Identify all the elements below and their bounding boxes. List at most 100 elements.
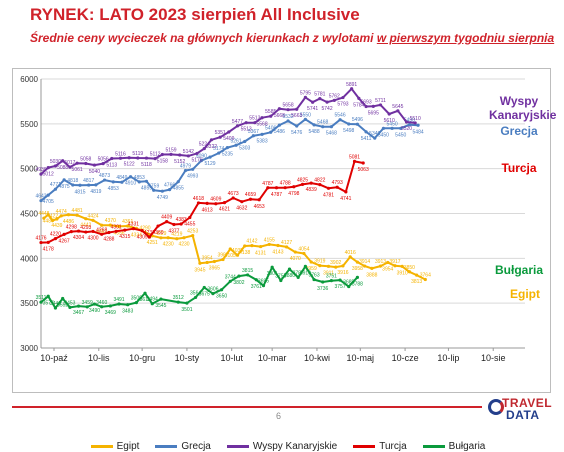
- y-tick-label: 3500: [20, 299, 38, 308]
- legend-label: Turcja: [379, 441, 407, 452]
- data-label: 5546: [335, 113, 346, 119]
- data-label: 4422: [47, 213, 58, 219]
- data-point: [219, 288, 224, 292]
- data-label: 4369: [96, 229, 107, 235]
- data-label: 5468: [317, 120, 328, 126]
- data-point: [400, 264, 404, 269]
- series-label: Grecja: [500, 124, 538, 138]
- x-tick-label: 10-kwi: [304, 353, 330, 363]
- page-subtitle: Średnie ceny wycieczek na głównych kieru…: [30, 31, 554, 45]
- data-label: 5693: [361, 100, 372, 106]
- data-point: [303, 95, 307, 99]
- data-label: 4304: [73, 235, 84, 241]
- data-label: 3917: [389, 259, 400, 265]
- y-tick-label: 4500: [20, 210, 38, 219]
- data-label: 5610: [384, 118, 395, 124]
- data-point: [227, 130, 231, 134]
- data-point: [108, 223, 112, 227]
- data-label: 5030: [50, 159, 61, 165]
- data-label: 5663: [291, 113, 302, 119]
- data-point: [53, 187, 58, 191]
- data-label: 5488: [309, 129, 320, 135]
- data-label: 4815: [74, 189, 85, 195]
- data-point: [195, 151, 199, 156]
- data-point: [276, 243, 280, 248]
- data-point: [259, 244, 263, 249]
- data-label: 3483: [122, 309, 133, 315]
- data-point: [156, 224, 160, 228]
- data-label: 3736: [317, 286, 328, 292]
- data-point: [253, 121, 257, 125]
- data-point: [53, 237, 58, 241]
- data-point: [101, 162, 105, 166]
- data-label: 3901: [267, 271, 278, 277]
- data-label: 5742: [322, 106, 333, 112]
- data-label: 4070: [290, 256, 301, 262]
- data-label: 5406: [265, 125, 276, 131]
- x-tick-label: 10-lis: [88, 353, 110, 363]
- data-label: 5063: [358, 167, 369, 173]
- data-point: [267, 242, 271, 247]
- data-label: 3453: [64, 300, 75, 306]
- data-label: 4230: [163, 242, 174, 248]
- data-point: [296, 275, 300, 280]
- data-label: 3459: [82, 300, 93, 306]
- data-label: 3675: [199, 291, 210, 297]
- data-label: 4613: [202, 207, 213, 213]
- data-point: [416, 123, 420, 127]
- data-point: [100, 232, 104, 236]
- data-point: [71, 183, 75, 187]
- data-label: 4875: [59, 184, 70, 190]
- data-point: [59, 214, 63, 218]
- data-label: 5585: [265, 109, 276, 115]
- data-label: 4268: [96, 227, 107, 233]
- data-label: 4609: [210, 197, 221, 203]
- data-point: [286, 119, 290, 123]
- data-point: [167, 188, 172, 192]
- data-point: [68, 165, 72, 169]
- legend-swatch: [155, 445, 178, 448]
- data-label: 5484: [413, 129, 424, 135]
- data-point: [387, 112, 391, 116]
- legend-item: Grecja: [155, 441, 211, 452]
- data-label: 5496: [352, 117, 363, 123]
- data-label: 5090: [196, 154, 207, 160]
- data-label: 3945: [194, 267, 205, 273]
- data-label: 4370: [105, 218, 116, 224]
- data-point: [211, 292, 215, 296]
- data-label: 4766: [164, 183, 175, 189]
- data-label: 4771: [50, 182, 61, 188]
- data-label: 3913: [375, 259, 386, 265]
- data-label: 5510: [410, 116, 421, 122]
- logo-text-travel: TRAVEL: [502, 396, 553, 410]
- data-point: [303, 117, 307, 121]
- data-point: [53, 306, 58, 310]
- data-label: 5695: [368, 110, 379, 116]
- data-point: [214, 202, 218, 206]
- data-label: 3802: [233, 280, 244, 286]
- data-point: [352, 159, 357, 164]
- data-label: 4442: [80, 223, 91, 229]
- data-label: 4849: [116, 175, 127, 181]
- y-tick-label: 5000: [20, 165, 38, 174]
- data-label: 4331: [128, 222, 139, 228]
- data-label: 4910: [125, 181, 136, 187]
- legend-label: Grecja: [181, 441, 211, 452]
- data-label: 5532: [282, 114, 293, 120]
- data-point: [66, 213, 71, 217]
- data-point: [381, 126, 386, 130]
- data-point: [364, 130, 368, 134]
- data-point: [212, 259, 216, 264]
- data-label: 3469: [105, 310, 116, 316]
- data-point: [84, 217, 88, 221]
- data-label: 3987: [217, 252, 228, 258]
- data-point: [378, 103, 383, 107]
- data-label: 5741: [307, 106, 318, 112]
- data-point: [150, 302, 154, 306]
- data-label: 4016: [345, 250, 356, 256]
- data-point: [399, 126, 403, 130]
- legend-label: Bułgaria: [448, 441, 486, 452]
- data-point: [123, 228, 127, 232]
- data-label: 5118: [141, 162, 152, 168]
- data-point: [285, 245, 289, 249]
